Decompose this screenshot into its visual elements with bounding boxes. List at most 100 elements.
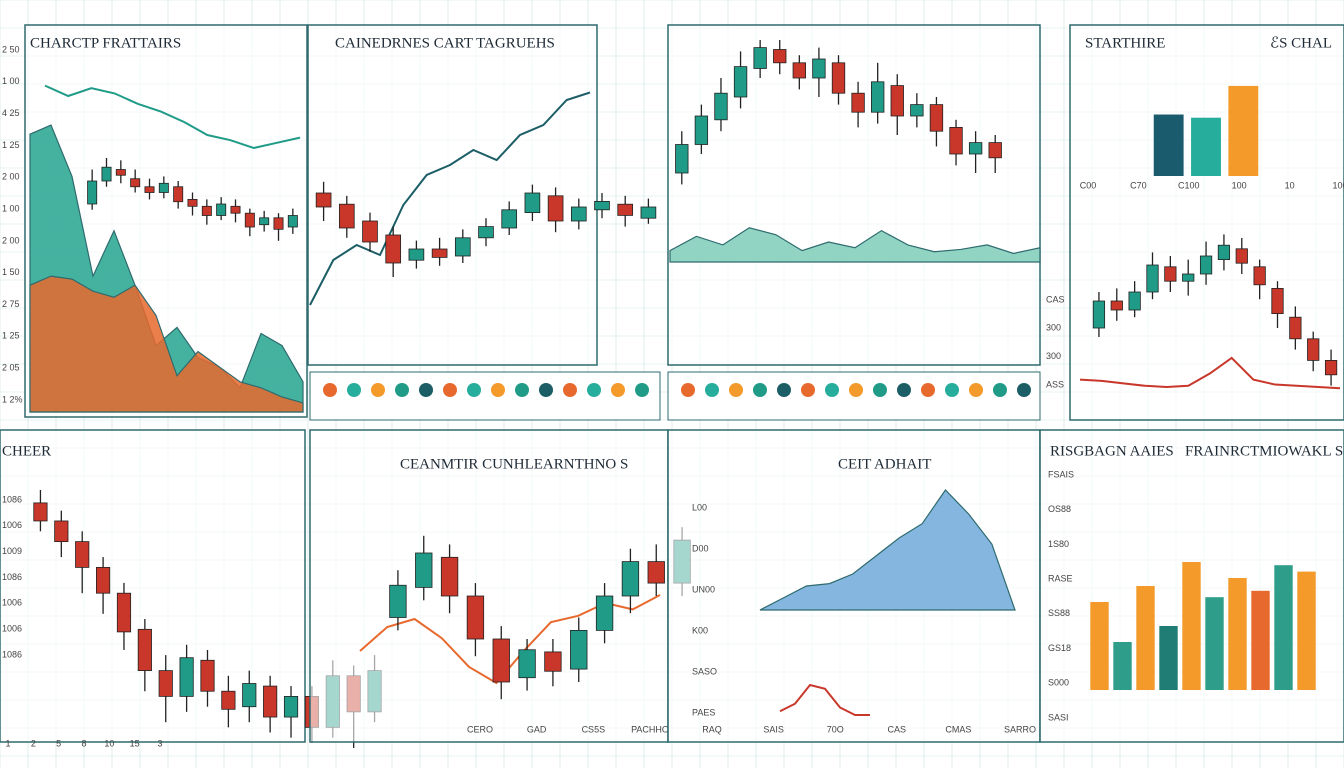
y-tick-label: K00 (692, 625, 708, 635)
x-tick-label: 15 (130, 738, 140, 748)
bar (1113, 642, 1132, 690)
candle-body (1128, 291, 1141, 311)
dot (563, 383, 577, 397)
candle-body (1289, 316, 1302, 340)
y-tick-label: 2 50 (2, 44, 20, 54)
dot (539, 383, 553, 397)
dot (323, 383, 337, 397)
panel-title: CEIT ADHAIT (838, 456, 931, 472)
candle-body (179, 657, 194, 697)
candle-body (216, 203, 227, 216)
candle-body (1271, 287, 1284, 314)
dot (969, 383, 983, 397)
candle-body (871, 81, 885, 113)
y-tick-label: L00 (692, 502, 707, 512)
y-tick-label: 1086 (2, 494, 22, 504)
dot (945, 383, 959, 397)
bar (1205, 597, 1224, 690)
candle-body (792, 62, 806, 79)
candle-body (831, 62, 846, 94)
y-tick-label: OS88 (1048, 504, 1071, 514)
candle-body (54, 520, 69, 543)
candle-body (173, 186, 184, 203)
candle-body (144, 186, 155, 193)
candle-body (949, 127, 963, 155)
candle-body (675, 144, 689, 174)
x-tick-label: C70 (1130, 180, 1147, 190)
panel-title: RISGBAGN AAIES (1050, 443, 1174, 459)
y-tick-label: PAES (692, 707, 715, 717)
candle-body (929, 104, 944, 132)
line (779, 683, 870, 716)
bar (1159, 626, 1178, 690)
candle-body (595, 595, 614, 631)
y-tick-label: 1 00 (2, 203, 20, 213)
candle-body (137, 628, 152, 672)
candle-body (1092, 300, 1106, 329)
candle-body (1146, 264, 1159, 293)
dot (395, 383, 409, 397)
x-tick-label: CAS (888, 724, 907, 734)
x-tick-label: 8 (81, 738, 86, 748)
x-tick-label: 100 (1332, 180, 1344, 190)
y-tick-label: 1 25 (2, 331, 20, 341)
panel-frame (0, 429, 306, 743)
y-tick-label: SASI (1048, 712, 1069, 722)
y-tick-label: 2 00 (2, 235, 20, 245)
candle-body (1182, 273, 1195, 282)
candle-body (454, 237, 471, 257)
candle-body (259, 217, 270, 226)
dot (729, 383, 743, 397)
candle-body (158, 670, 173, 697)
y-tick-label: 2 00 (2, 172, 20, 182)
candle-body (87, 180, 98, 205)
candle-body (385, 234, 402, 264)
dot (419, 383, 433, 397)
x-tick-label: 2 (31, 738, 36, 748)
candle-body (244, 212, 255, 228)
bar (1228, 85, 1259, 176)
panel-title: CHEER (2, 443, 51, 459)
candle-body (594, 200, 610, 211)
dot (825, 383, 839, 397)
candle-body (524, 192, 541, 214)
x-tick-label: GAD (527, 724, 547, 734)
candle-body (694, 115, 709, 145)
candle-body (201, 205, 212, 216)
area (29, 275, 304, 413)
panel-title: CEANMTIR CUNHLEARNTHNO S (400, 456, 628, 472)
y-tick-label: D00 (692, 543, 709, 553)
x-tick-label: SAIS (763, 724, 784, 734)
dot (491, 383, 505, 397)
candle-body (547, 195, 564, 222)
panel-frame (667, 24, 1041, 366)
panel-title: CAINEDRNES CART TAGRUEHS (335, 35, 555, 51)
dot (515, 383, 529, 397)
dot (897, 383, 911, 397)
x-tick-label: SARRO (1004, 724, 1036, 734)
candle-body (158, 182, 169, 193)
candle-body (200, 659, 215, 692)
y-tick-label: 1086 (2, 649, 22, 659)
dot (587, 383, 601, 397)
y-tick-label: 2 75 (2, 299, 20, 309)
candle-body (33, 502, 48, 522)
bar (1297, 571, 1316, 690)
x-tick-label: 5 (56, 738, 61, 748)
dot (681, 383, 695, 397)
y-tick-label: 1 00 (2, 76, 20, 86)
candle-body (338, 203, 355, 229)
candle-body (640, 206, 657, 219)
candle-body (714, 92, 728, 121)
candle-body (910, 104, 924, 117)
x-tick-label: 100 (1232, 180, 1247, 190)
candle-body (415, 552, 433, 588)
y-tick-label: CAS (1046, 294, 1065, 304)
candle-body (478, 226, 494, 239)
candle-body (968, 142, 983, 155)
candle-body (283, 696, 299, 718)
x-tick-label: CMAS (945, 724, 971, 734)
candle-body (1199, 255, 1213, 275)
candle-body (1324, 359, 1338, 376)
bar (1090, 602, 1109, 690)
